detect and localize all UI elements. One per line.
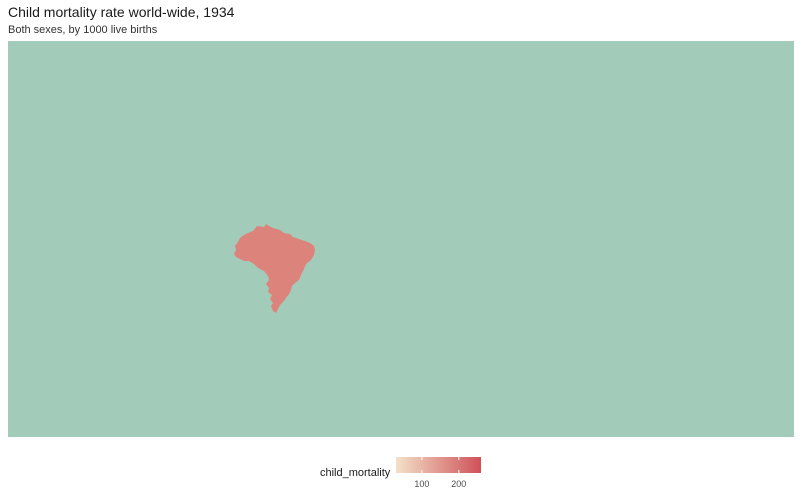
- legend-gradient: [396, 457, 481, 473]
- chart-subtitle: Both sexes, by 1000 live births: [8, 24, 158, 36]
- legend-colorbar: [396, 457, 481, 473]
- legend-tick-label-0: 100: [414, 479, 430, 489]
- map-panel: [8, 41, 794, 437]
- color-legend: child_mortality 100 200: [320, 455, 490, 495]
- map-canvas: [8, 41, 794, 437]
- legend-tick-label-1: 200: [451, 479, 467, 489]
- legend-title: child_mortality: [320, 467, 391, 479]
- country-brazil: [234, 224, 315, 313]
- map-background: [8, 41, 794, 437]
- chart-title: Child mortality rate world-wide, 1934: [8, 4, 235, 20]
